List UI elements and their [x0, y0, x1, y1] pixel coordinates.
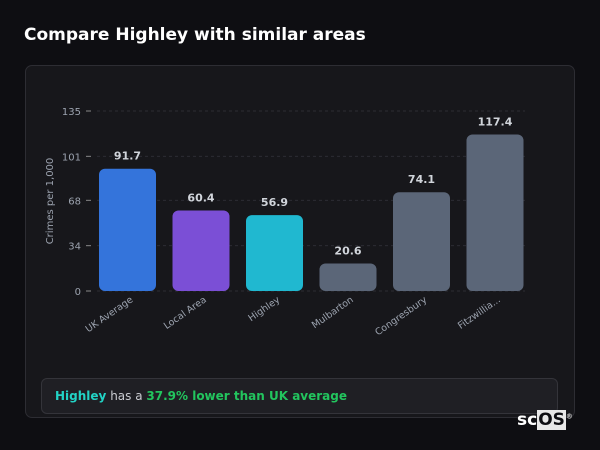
bar [172, 210, 230, 291]
bar-value-label: 20.6 [334, 245, 361, 258]
x-tick-label: Local Area [162, 294, 209, 331]
summary-text: has a [106, 389, 147, 403]
summary-comparison: 37.9% lower than UK average [146, 389, 347, 403]
x-tick-label: Fitzwillia... [456, 294, 503, 331]
bar [393, 192, 450, 291]
bar-value-label: 91.7 [114, 150, 141, 163]
bar-value-label: 74.1 [408, 173, 435, 186]
bar [319, 263, 377, 291]
y-tick-label: 135 [62, 107, 81, 118]
y-tick-label: 0 [75, 287, 81, 298]
summary-box: Highley has a 37.9% lower than UK averag… [41, 378, 558, 414]
x-tick-label: Congresbury [373, 294, 429, 338]
bar-value-label: 60.4 [187, 191, 214, 204]
bar-value-label: 117.4 [478, 115, 513, 128]
x-tick-label: Mulbarton [310, 294, 356, 331]
logo: scOS® [517, 410, 573, 430]
bar-value-label: 56.9 [261, 196, 288, 209]
x-tick-label: Highley [246, 294, 282, 324]
y-tick-label: 34 [68, 242, 81, 253]
bar [466, 134, 524, 291]
y-tick-label: 68 [68, 196, 81, 207]
x-tick-label: UK Average [84, 294, 136, 335]
bar [99, 168, 156, 291]
y-tick-label: 101 [62, 152, 81, 163]
bar [246, 215, 303, 291]
summary-area: Highley [55, 389, 107, 403]
y-axis-label: Crimes per 1,000 [45, 158, 56, 245]
page-title: Compare Highley with similar areas [24, 25, 366, 45]
